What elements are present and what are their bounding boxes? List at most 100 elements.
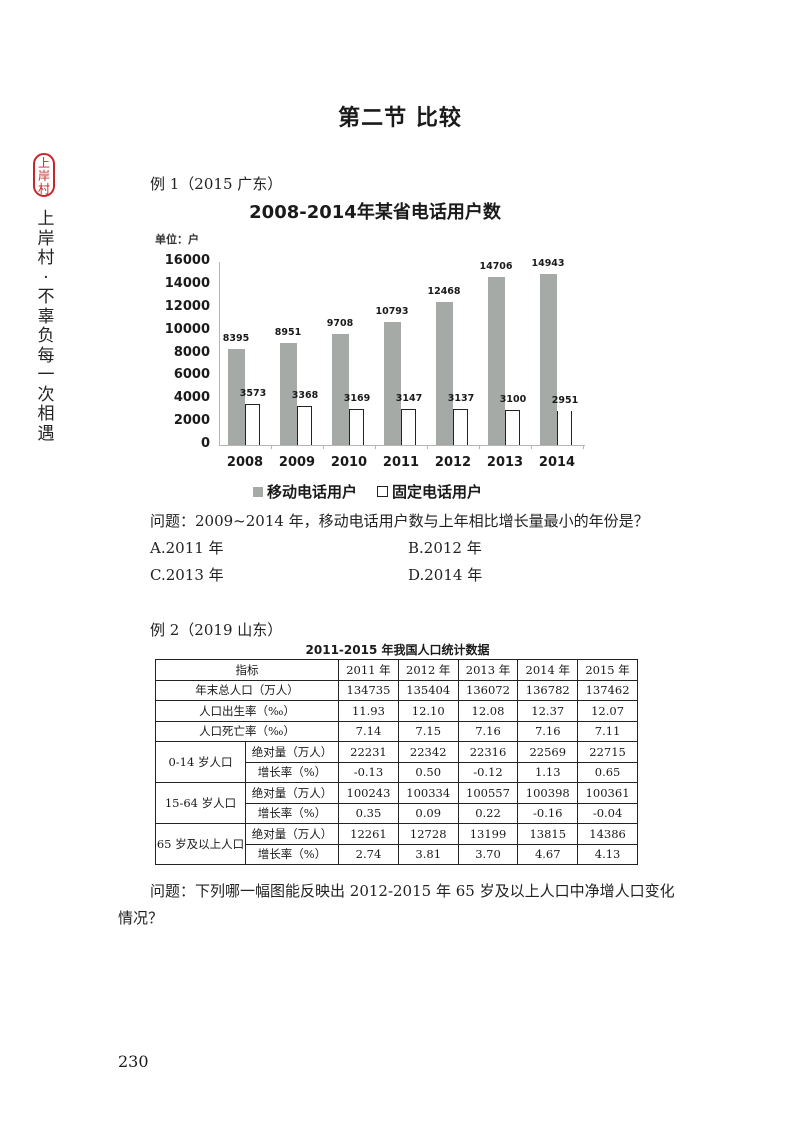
row-label: 人口出生率（‰） — [154, 700, 340, 722]
slogan-char: 辜 — [37, 306, 55, 327]
slogan-char: 岸 — [37, 228, 55, 249]
page-number: 230 — [118, 1052, 149, 1071]
data-label: 3368 — [291, 390, 319, 402]
table-cell: 100334 — [397, 782, 459, 804]
table-cell: 3.70 — [457, 843, 519, 865]
bar-fixed-2013 — [505, 409, 520, 445]
x-tick-label: 2008 — [226, 455, 264, 470]
group-label: 65 岁及以上人口 — [155, 823, 246, 865]
row-label: 年末总人口（万人） — [154, 679, 340, 701]
option-c: C.2013 年 — [150, 566, 224, 584]
x-axis — [219, 445, 585, 446]
table-cell: 7.14 — [338, 720, 399, 742]
bar-fixed-2008 — [245, 404, 260, 445]
table-cell: -0.16 — [517, 802, 579, 824]
table-cell: 0.65 — [577, 761, 638, 783]
slogan-char: 负 — [37, 326, 55, 346]
slogan-char: 不 — [37, 287, 55, 307]
legend-label: 移动电话用户 — [267, 483, 358, 501]
bar-mobile-2009 — [280, 342, 297, 445]
table-cell: 134735 — [338, 679, 399, 701]
bar-mobile-2008 — [228, 348, 245, 445]
bar-mobile-2012 — [436, 302, 453, 445]
x-tick-label: 2014 — [538, 455, 576, 470]
x-tick-mark — [531, 445, 532, 449]
table-cell: 0.35 — [338, 802, 399, 824]
table-cell: 13199 — [457, 823, 519, 845]
population-table: 指标 2011 年 2012 年 2013 年 2014 年 2015 年 年末… — [154, 659, 638, 865]
option-d: D.2014 年 — [408, 566, 483, 584]
slogan-char: 一 — [37, 365, 55, 385]
bar-mobile-2011 — [384, 321, 401, 445]
group-label: 15-64 岁人口 — [155, 782, 246, 824]
x-tick-label: 2009 — [278, 455, 316, 470]
data-label: 2951 — [551, 395, 579, 407]
table-row: 人口死亡率（‰） 7.14 7.15 7.16 7.16 7.11 — [154, 720, 638, 742]
table-cell: -0.04 — [577, 802, 638, 824]
table-cell: 4.67 — [517, 843, 579, 865]
header-cell: 2012 年 — [397, 659, 459, 681]
slogan-char: 村 — [37, 248, 55, 268]
chart-title: 2008-2014年某省电话用户数 — [249, 202, 501, 223]
header-cell: 2011 年 — [338, 659, 399, 681]
table-cell: 7.15 — [397, 720, 459, 742]
table-cell: 13815 — [517, 823, 579, 845]
x-tick-mark — [323, 445, 324, 449]
y-tick-label: 8000 — [173, 344, 210, 360]
slogan-char: 相 — [37, 404, 55, 424]
example2-label: 例 2（2019 山东） — [150, 621, 283, 639]
table-cell: 100398 — [517, 782, 579, 804]
x-tick-label: 2012 — [434, 455, 472, 470]
chart-unit-label: 单位：户 — [155, 233, 199, 246]
table-cell: 12.37 — [517, 700, 579, 722]
data-label: 14706 — [479, 260, 513, 272]
y-tick-label: 0 — [200, 436, 210, 451]
seal-char: 村 — [37, 182, 50, 196]
bar-chart: 0 2000 4000 6000 8000 10000 12000 14000 16000 83… — [0, 0, 800, 500]
x-tick-mark — [271, 445, 272, 449]
table-header-row: 指标 2011 年 2012 年 2013 年 2014 年 2015 年 — [154, 659, 638, 681]
seal-char: 岸 — [37, 169, 50, 183]
table-cell: 0.50 — [397, 761, 459, 783]
table-cell: 12.10 — [397, 700, 459, 722]
data-label: 10793 — [375, 305, 409, 317]
slogan-char: 每 — [37, 345, 55, 366]
example1-question: 问题：2009~2014 年，移动电话用户数与上年相比增长量最小的年份是？ — [150, 512, 649, 530]
data-label: 8395 — [222, 332, 250, 344]
data-label: 3147 — [395, 393, 423, 404]
table-row: 人口出生率（‰） 11.93 12.10 12.08 12.37 12.07 — [154, 700, 638, 722]
header-cell: 2013 年 — [457, 659, 519, 681]
y-tick-label: 16000 — [164, 253, 210, 268]
bar-fixed-2010 — [349, 408, 364, 445]
brand-seal: 上 岸 村 — [33, 153, 55, 197]
legend-item-fixed: 固定电话用户 — [377, 481, 482, 502]
table-cell: 100557 — [457, 782, 519, 804]
table-row: 0-14 岁人口 绝对量（万人） 22231 22342 22316 22569… — [155, 741, 638, 783]
x-tick-mark — [375, 445, 376, 449]
x-tick-label: 2010 — [330, 455, 368, 470]
table-cell: 2.74 — [338, 843, 399, 865]
group-label: 0-14 岁人口 — [155, 741, 246, 783]
example2-question-line1: 问题：下列哪一幅图能反映出 2012-2015 年 65 岁及以上人口中净增人口… — [150, 882, 675, 900]
y-tick-label: 6000 — [173, 367, 210, 383]
table-cell: 12.07 — [577, 700, 638, 722]
seal-char: 上 — [37, 156, 50, 170]
table-cell: 3.81 — [397, 843, 459, 865]
legend-swatch-mobile — [253, 486, 263, 497]
data-label: 12468 — [427, 286, 461, 298]
table-cell: 22231 — [338, 741, 399, 763]
table-cell: 100361 — [577, 782, 638, 804]
data-label: 14943 — [531, 258, 565, 270]
table-cell: 22569 — [517, 741, 579, 763]
table-cell: 12.08 — [457, 700, 519, 722]
brand-slogan: 上 岸 村 · 不 辜 负 每 一 次 相 遇 — [35, 209, 57, 444]
bar-mobile-2013 — [488, 276, 505, 445]
y-tick-label: 12000 — [164, 298, 210, 314]
table-cell: -0.13 — [338, 761, 399, 783]
chart-legend: 移动电话用户 固定电话用户 — [253, 481, 502, 502]
sub-label: 增长率（%） — [244, 761, 340, 783]
slogan-char: 遇 — [37, 423, 55, 444]
table-row: 年末总人口（万人） 134735 135404 136072 136782 13… — [154, 679, 638, 701]
example2-question-line2: 情况？ — [118, 909, 164, 927]
bar-fixed-2011 — [401, 409, 416, 445]
